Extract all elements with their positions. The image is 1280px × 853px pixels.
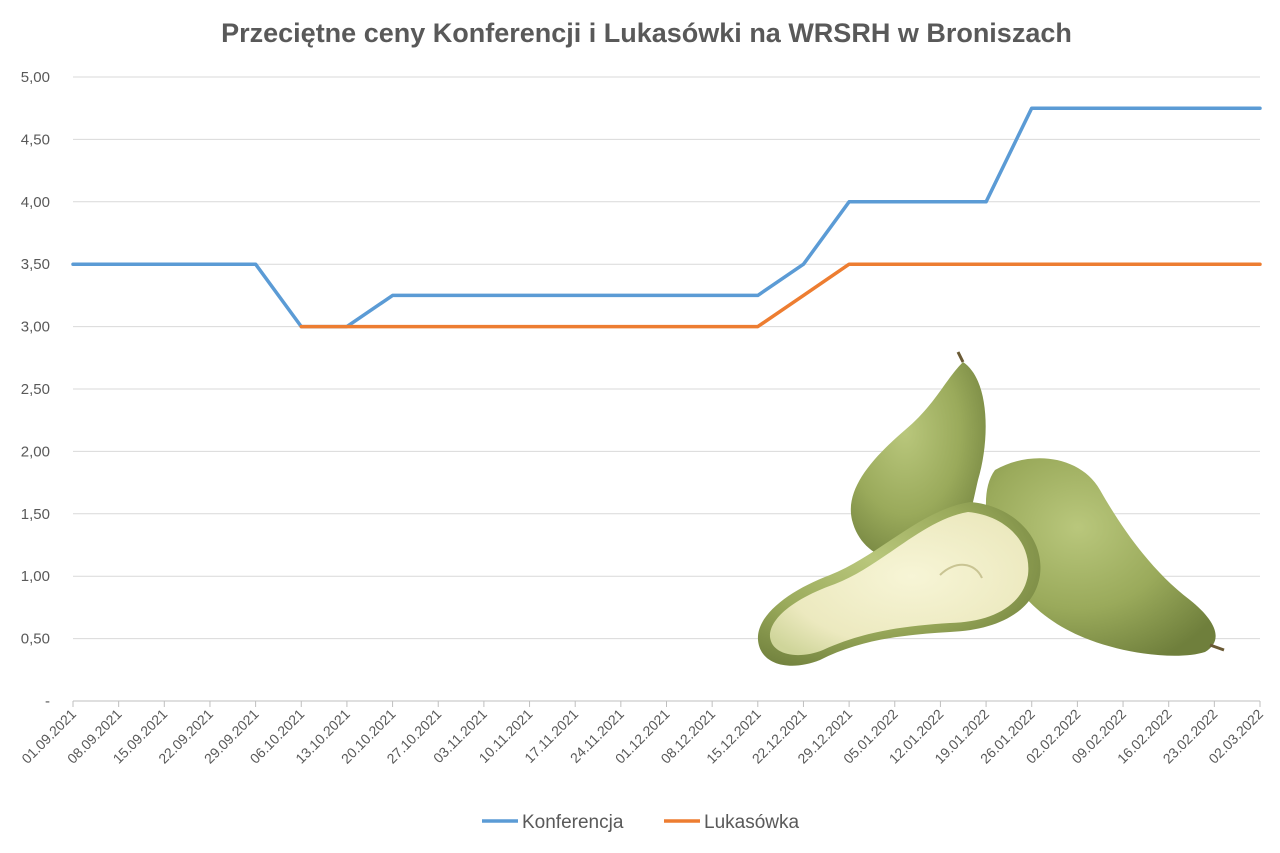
y-tick-label: 1,50 — [21, 506, 50, 523]
y-tick-label: 2,50 — [21, 381, 50, 398]
y-tick-label: 4,00 — [21, 194, 50, 211]
legend-label-konferencja: Konferencja — [522, 812, 624, 833]
series-lines — [71, 106, 1262, 329]
y-tick-label: 2,00 — [21, 443, 50, 460]
chart-title: Przeciętne ceny Konferencji i Lukasówki … — [221, 18, 1072, 48]
y-tick-label: 0,50 — [21, 631, 50, 648]
pear-lying — [985, 458, 1216, 656]
y-axis-ticks: - 0,50 1,00 1,50 2,00 2,50 3,00 3,50 4,00 4,50 5,0… — [21, 69, 50, 710]
y-tick-label: 1,00 — [21, 568, 50, 585]
series-line-konferencja — [71, 106, 1262, 329]
y-tick-label: 3,00 — [21, 319, 50, 336]
pears-illustration — [757, 351, 1225, 666]
legend: Konferencja Lukasówka — [482, 812, 799, 833]
pear-stem — [956, 351, 965, 363]
pear-core — [939, 563, 983, 579]
y-tick-label: 4,50 — [21, 131, 50, 148]
y-tick-label: 3,50 — [21, 256, 50, 273]
x-axis-ticks: 01.09.202108.09.202115.09.202122.09.2021… — [18, 701, 1266, 767]
pear-tip — [1209, 643, 1225, 652]
pear-half-flesh — [769, 512, 1029, 656]
gridlines — [73, 76, 1260, 702]
series-line-lukasowka — [299, 262, 1262, 329]
legend-label-lukasowka: Lukasówka — [704, 812, 799, 833]
y-tick-label: 5,00 — [21, 69, 50, 86]
y-tick-label: - — [45, 693, 50, 710]
